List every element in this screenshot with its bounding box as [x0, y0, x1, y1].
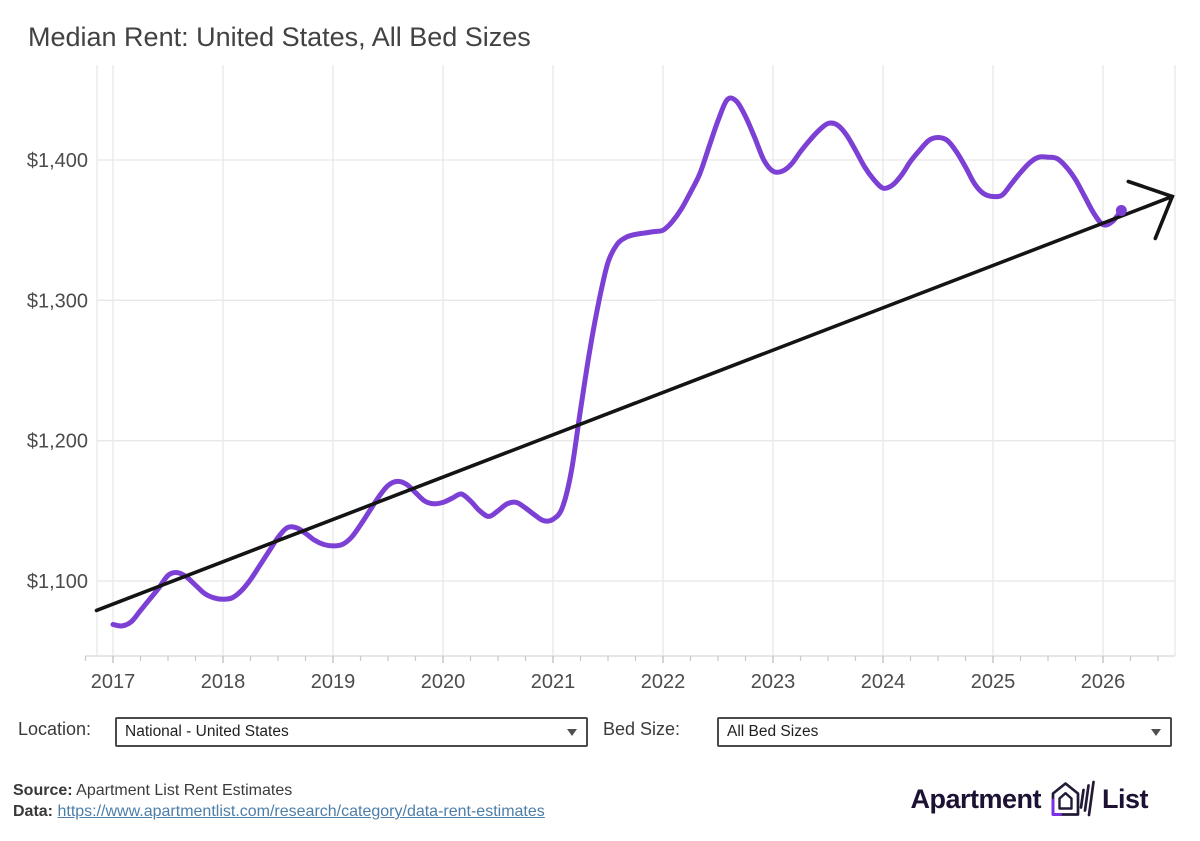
location-dropdown[interactable]: National - United States: [115, 717, 588, 747]
median-rent-line: [110, 95, 1124, 629]
location-dropdown-value: National - United States: [125, 723, 289, 740]
rent-line-chart: 2017 2018 2019 2020 2021 2022 2023 2024 2025 2026…: [27, 65, 1176, 693]
house-logo-icon: [1051, 780, 1095, 817]
chevron-down-icon: [1151, 728, 1161, 736]
svg-text:$1,100: $1,100: [27, 571, 88, 593]
location-label: Location:: [18, 719, 92, 739]
logo-text-list: List: [1101, 783, 1149, 814]
svg-text:2025: 2025: [971, 671, 1016, 693]
gridlines: 2017 2018 2019 2020 2021 2022 2023 2024 2025 2026…: [27, 65, 1176, 693]
attribution: Source: Apartment List Rent Estimates Da…: [13, 780, 545, 822]
bed-size-dropdown[interactable]: All Bed Sizes: [717, 717, 1172, 747]
bed-size-label: Bed Size:: [603, 719, 681, 739]
svg-text:2017: 2017: [91, 671, 136, 693]
chart-title: Median Rent: United States, All Bed Size…: [28, 22, 531, 52]
apartment-list-logo: Apartment List: [910, 779, 1149, 819]
latest-point-dot: [1115, 205, 1127, 217]
chevron-down-icon: [567, 728, 577, 736]
svg-text:2023: 2023: [751, 671, 796, 693]
svg-text:2021: 2021: [531, 671, 576, 693]
svg-text:2026: 2026: [1081, 671, 1126, 693]
source-text: Apartment List Rent Estimates: [76, 782, 293, 799]
source-line: Source: Apartment List Rent Estimates: [13, 780, 545, 801]
svg-text:$1,300: $1,300: [27, 290, 88, 312]
svg-text:2018: 2018: [201, 671, 246, 693]
trend-arrow: [94, 179, 1175, 613]
data-link[interactable]: https://www.apartmentlist.com/research/c…: [57, 803, 545, 820]
source-label: Source:: [13, 782, 73, 799]
data-line: Data: https://www.apartmentlist.com/rese…: [13, 801, 545, 822]
data-label: Data:: [13, 803, 54, 820]
bed-size-dropdown-value: All Bed Sizes: [727, 723, 819, 740]
svg-text:2022: 2022: [641, 671, 686, 693]
svg-text:2024: 2024: [861, 671, 906, 693]
svg-text:$1,200: $1,200: [27, 431, 88, 453]
svg-text:$1,400: $1,400: [27, 150, 88, 172]
logo-text-apartment: Apartment: [910, 783, 1041, 814]
svg-text:2019: 2019: [311, 671, 356, 693]
svg-text:2020: 2020: [421, 671, 466, 693]
